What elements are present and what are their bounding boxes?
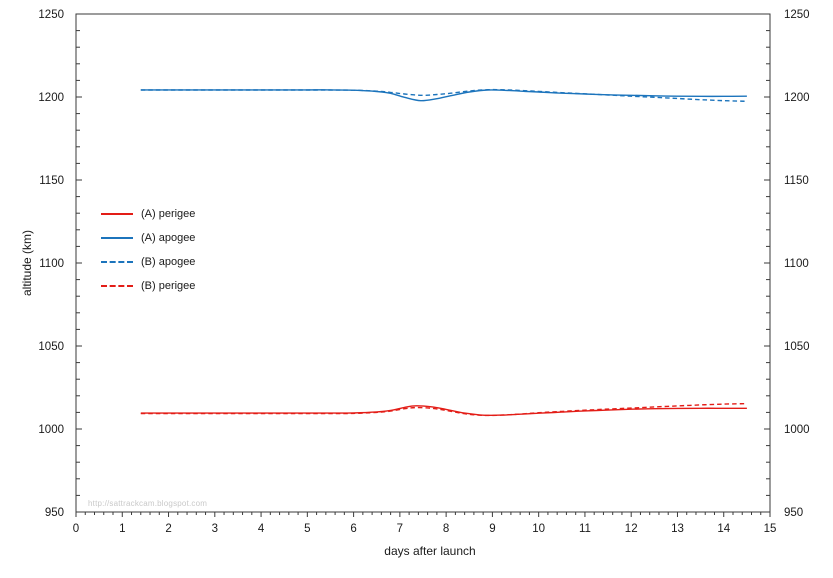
y-left-tick-label: 1200 [38,92,64,104]
y-right-tick-label: 950 [784,507,803,519]
legend-item: (A) apogee [101,226,195,250]
legend-item: (A) perigee [101,202,195,226]
legend-label: (B) perigee [141,280,196,292]
y-left-tick-label: 1000 [38,424,64,436]
y-right-tick-label: 1050 [784,341,810,353]
x-tick-label: 8 [443,523,449,535]
x-tick-label: 2 [165,523,171,535]
series-line-a-perigee [140,405,747,417]
x-tick-label: 11 [579,523,591,535]
legend-label: (B) apogee [141,256,196,268]
y-axis-title: altitude (km) [20,229,34,297]
x-tick-label: 7 [397,523,403,535]
x-tick-label: 3 [212,523,218,535]
x-axis-title: days after launch [384,544,476,558]
x-tick-label: 0 [73,523,79,535]
legend-item: (B) apogee [101,250,195,274]
x-tick-label: 5 [304,523,310,535]
y-left-tick-label: 950 [45,507,64,519]
y-left-tick-label: 1100 [39,258,64,270]
series-line-b-apogee [140,88,747,102]
legend-label: (A) perigee [141,208,196,220]
x-tick-label: 9 [489,523,495,535]
y-right-tick-label: 1250 [784,9,810,21]
legend-line-swatch [101,261,133,263]
y-right-tick-label: 1150 [784,175,809,187]
legend: (A) perigee (A) apogee (B) apogee (B) perig… [101,202,195,298]
y-right-tick-label: 1000 [784,424,810,436]
x-tick-label: 14 [717,523,730,535]
legend-line-swatch [101,285,133,287]
x-tick-label: 4 [258,523,265,535]
y-left-tick-label: 1150 [39,175,64,187]
series-line-b-perigee [140,402,747,417]
x-tick-label: 10 [532,523,545,535]
x-tick-label: 6 [350,523,356,535]
x-tick-label: 1 [119,523,125,535]
legend-line-swatch [101,213,133,215]
y-left-tick-label: 1050 [38,341,64,353]
x-tick-label: 12 [625,523,638,535]
y-right-tick-label: 1100 [784,258,809,270]
legend-item: (B) perigee [101,274,195,298]
x-tick-label: 13 [671,523,684,535]
legend-line-swatch [101,237,133,239]
y-left-tick-label: 1250 [38,9,64,21]
legend-label: (A) apogee [141,232,196,244]
y-right-tick-label: 1200 [784,92,810,104]
watermark-url: http://sattrackcam.blogspot.com [88,499,208,508]
x-tick-label: 15 [764,523,777,535]
series-line-a-apogee [140,89,747,102]
